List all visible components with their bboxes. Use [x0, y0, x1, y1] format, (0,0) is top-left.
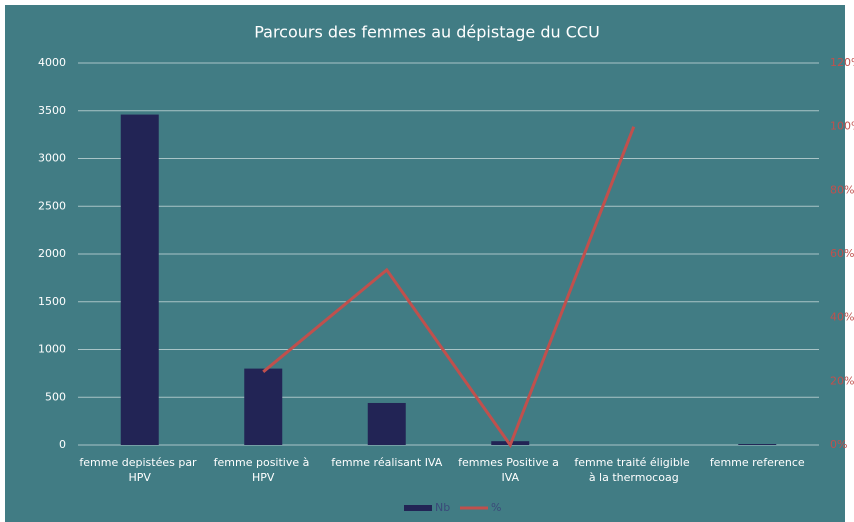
chart-title: Parcours des femmes au dépistage du CCU: [254, 23, 600, 42]
y-tick-label: 500: [45, 390, 66, 403]
legend-label: %: [491, 501, 501, 514]
y2-tick-label: 20%: [830, 374, 854, 387]
line: [262, 126, 636, 449]
y-tick-label: 0: [59, 438, 66, 451]
x-tick-label: femme traité éligible à la thermocoag: [574, 456, 693, 484]
y-tick-label: 1000: [38, 343, 66, 356]
y-tick-label: 4000: [38, 56, 66, 69]
y2-tick-label: 0%: [830, 438, 847, 451]
x-tick-label: femmes Positive a IVA: [458, 456, 562, 484]
bar: [367, 402, 406, 445]
y2-tick-label: 80%: [830, 183, 854, 196]
y-tick-label: 2000: [38, 247, 66, 260]
y-tick-label: 3000: [38, 152, 66, 165]
legend-swatch: [404, 505, 432, 511]
x-tick-label: femme reference: [710, 456, 805, 469]
y2-tick-label: 60%: [830, 247, 854, 260]
y-tick-label: 2500: [38, 199, 66, 212]
legend-label: Nb: [435, 501, 450, 514]
y-tick-label: 3500: [38, 104, 66, 117]
bar: [120, 114, 159, 445]
y-tick-label: 1500: [38, 295, 66, 308]
bar: [738, 444, 777, 445]
x-tick-label: femme depistées par HPV: [79, 456, 200, 484]
y2-tick-label: 120%: [830, 56, 854, 69]
x-tick-label: femme positive à HPV: [214, 456, 313, 484]
y2-tick-label: 40%: [830, 311, 854, 324]
y2-tick-label: 100%: [830, 120, 854, 133]
bar: [244, 368, 283, 445]
x-tick-label: femme réalisant IVA: [331, 456, 443, 469]
